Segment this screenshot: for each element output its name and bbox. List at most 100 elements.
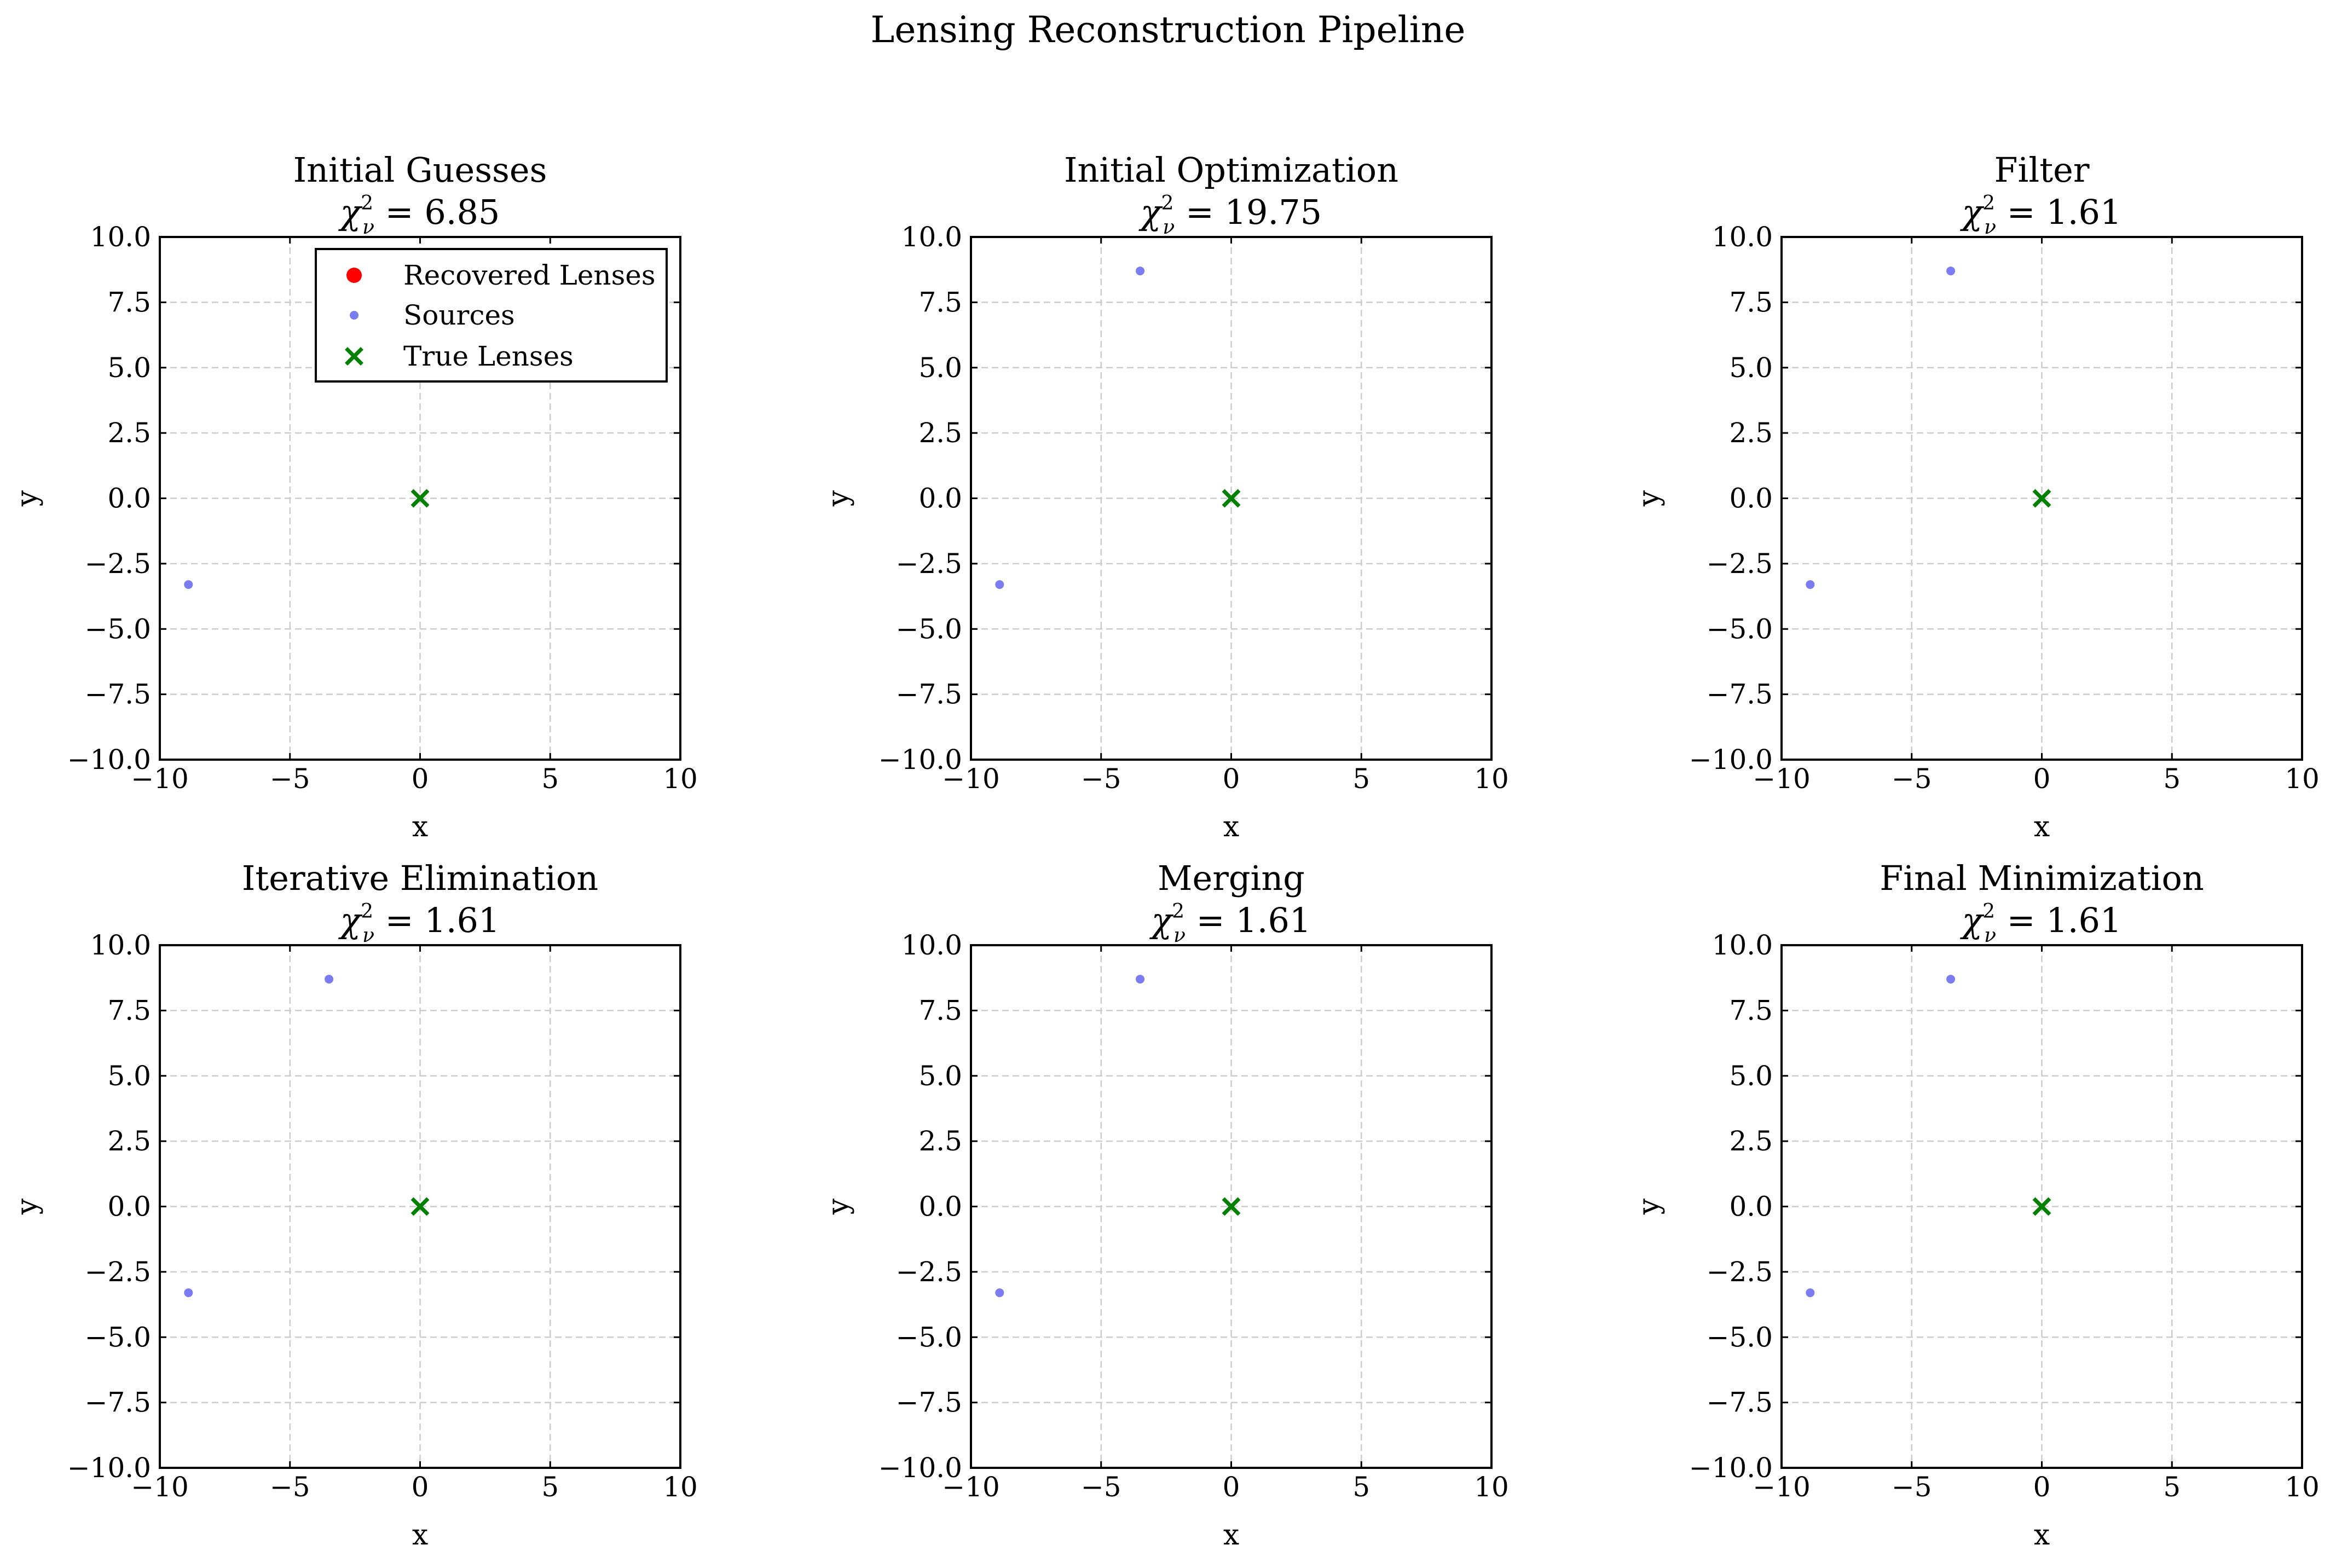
chi2-symbol: χ xyxy=(1960,900,1985,940)
y-tick-label: 0.0 xyxy=(1729,483,1773,514)
y-tick-label: −10.0 xyxy=(67,744,151,776)
source-point xyxy=(325,975,334,984)
y-tick-label: 5.0 xyxy=(918,1060,962,1092)
y-tick-label: 2.5 xyxy=(107,417,151,449)
x-tick-label: 5 xyxy=(1352,763,1370,795)
x-tick-label: −5 xyxy=(1081,1471,1121,1503)
chi2-superscript: 2 xyxy=(1982,192,1995,215)
axes-frame xyxy=(159,944,681,1469)
chi2-value: = 1.61 xyxy=(1186,900,1311,940)
x-tick-label: −10 xyxy=(1753,763,1811,795)
axes-frame xyxy=(1780,236,2303,761)
x-tick-label: 5 xyxy=(1352,1471,1370,1503)
y-tick-label: −5.0 xyxy=(896,613,962,645)
y-tick-label: 0.0 xyxy=(918,483,962,514)
chi2-superscript: 2 xyxy=(361,900,373,923)
y-axis-label: y xyxy=(11,1198,44,1215)
x-axis-label: x xyxy=(2034,811,2050,843)
chi2-subscript: ν xyxy=(1984,924,1996,947)
subplot-4: −10 −5 0 5 10 −10.0 −7.5 −5.0 −2.5 0.0 2.5 5.0 7.5 10… xyxy=(11,858,698,1552)
y-tick-label: −10.0 xyxy=(67,1452,151,1484)
chi2-value: = 1.61 xyxy=(374,900,500,940)
legend-box xyxy=(315,248,668,383)
y-tick-label: 10.0 xyxy=(901,929,962,961)
subplot-title: Initial Guesses xyxy=(293,150,547,190)
x-tick-label: −10 xyxy=(131,1471,189,1503)
true-lens-point xyxy=(2032,489,2051,508)
y-tick-label: −10.0 xyxy=(878,1452,962,1484)
source-point xyxy=(1946,267,1956,276)
subplot-title: Filter xyxy=(1994,150,2090,190)
y-tick-label: 7.5 xyxy=(918,994,962,1026)
x-axis-label: x xyxy=(412,1519,428,1552)
y-tick-label: −2.5 xyxy=(1707,1256,1773,1288)
x-tick-label: 10 xyxy=(663,1471,698,1503)
y-tick-label: 2.5 xyxy=(1729,417,1773,449)
subplot-title: Iterative Elimination xyxy=(242,858,598,898)
y-tick-label: 10.0 xyxy=(90,221,151,253)
y-tick-label: −5.0 xyxy=(85,613,151,645)
x-tick-label: 0 xyxy=(1223,763,1240,795)
chi2-symbol: χ xyxy=(338,192,363,232)
y-tick-label: 5.0 xyxy=(107,352,151,384)
subplot-1: −10 −5 0 5 10 −10.0 −7.5 −5.0 −2.5 0.0 2.5 5.0 7.5 10… xyxy=(11,150,698,843)
x-tick-label: 5 xyxy=(2163,1471,2181,1503)
y-tick-label: 0.0 xyxy=(107,483,151,514)
source-point xyxy=(1946,975,1956,984)
x-tick-label: 10 xyxy=(2285,763,2320,795)
legend-entry-label: True Lenses xyxy=(403,340,574,372)
y-tick-label: −7.5 xyxy=(896,679,962,710)
source-point xyxy=(1806,580,1815,589)
y-tick-label: −2.5 xyxy=(1707,548,1773,580)
subplot-2: −10 −5 0 5 10 −10.0 −7.5 −5.0 −2.5 0.0 2.5 5.0 7.5 10… xyxy=(822,150,1509,843)
y-tick-label: −2.5 xyxy=(85,1256,151,1288)
legend: Recovered Lenses Sources True Lenses xyxy=(315,248,668,383)
y-tick-label: −10.0 xyxy=(878,744,962,776)
legend-true-marker xyxy=(345,347,363,366)
y-tick-label: −5.0 xyxy=(896,1321,962,1353)
y-tick-label: −7.5 xyxy=(1707,679,1773,710)
chi2-subscript: ν xyxy=(1984,216,1996,239)
chi2-subscript: ν xyxy=(1163,216,1175,239)
source-point xyxy=(1136,267,1145,276)
subplot-title: Final Minimization xyxy=(1880,858,2204,898)
y-axis-label: y xyxy=(822,490,855,507)
y-axis-label: y xyxy=(822,1198,855,1215)
y-tick-label: 2.5 xyxy=(1729,1125,1773,1157)
y-tick-label: 7.5 xyxy=(107,286,151,318)
y-tick-label: −2.5 xyxy=(896,1256,962,1288)
y-tick-label: 2.5 xyxy=(918,1125,962,1157)
x-tick-label: −10 xyxy=(942,763,1000,795)
y-tick-label: 7.5 xyxy=(918,286,962,318)
legend-sources-marker xyxy=(350,311,359,320)
true-lens-point xyxy=(1222,1197,1241,1216)
chi2-superscript: 2 xyxy=(1172,900,1184,923)
y-tick-label: 5.0 xyxy=(1729,1060,1773,1092)
panels: −10 −5 0 5 10 −10.0 −7.5 −5.0 −2.5 0.0 2.5 5.0 7.5 10… xyxy=(11,150,2320,1552)
legend-entry-label: Sources xyxy=(403,299,515,331)
x-tick-label: −5 xyxy=(1081,763,1121,795)
figure-title: Lensing Reconstruction Pipeline xyxy=(871,9,1466,51)
x-tick-label: 10 xyxy=(1474,1471,1509,1503)
y-tick-label: 10.0 xyxy=(1712,929,1773,961)
x-tick-label: 10 xyxy=(1474,763,1509,795)
x-tick-label: 0 xyxy=(2033,763,2051,795)
x-axis-label: x xyxy=(2034,1519,2050,1552)
y-tick-label: 10.0 xyxy=(90,929,151,961)
y-tick-label: −10.0 xyxy=(1689,1452,1773,1484)
subplot-chi2: χ2 ν = 1.61 xyxy=(1960,900,2122,947)
y-tick-label: 5.0 xyxy=(1729,352,1773,384)
true-lens-point xyxy=(410,489,430,508)
x-tick-label: −5 xyxy=(270,1471,310,1503)
y-tick-label: 10.0 xyxy=(1712,221,1773,253)
y-tick-label: 7.5 xyxy=(1729,994,1773,1026)
subplot-title: Initial Optimization xyxy=(1064,150,1398,190)
source-point xyxy=(184,580,193,589)
chi2-value: = 1.61 xyxy=(1996,192,2121,232)
x-axis-label: x xyxy=(1223,1519,1239,1552)
y-tick-label: −2.5 xyxy=(896,548,962,580)
y-axis-label: y xyxy=(1633,490,1666,507)
x-tick-label: −10 xyxy=(942,1471,1000,1503)
chi2-symbol: χ xyxy=(338,900,363,940)
